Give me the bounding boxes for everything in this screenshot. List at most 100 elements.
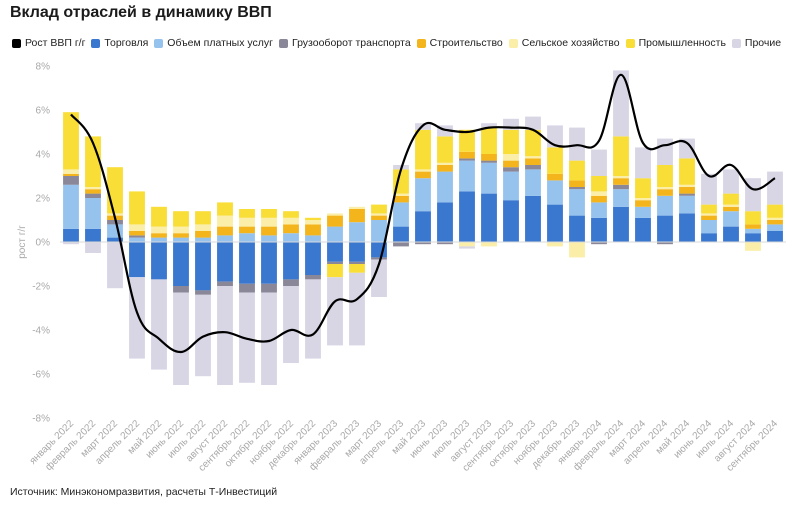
bar-segment — [195, 211, 211, 225]
bar-segment — [503, 129, 519, 154]
bar-segment — [393, 242, 409, 247]
legend-swatch — [278, 38, 288, 48]
bar-segment — [723, 169, 739, 194]
bar-segment — [723, 193, 739, 205]
bar-segment — [657, 242, 673, 245]
bar-segment — [327, 215, 343, 227]
bar-segment — [547, 147, 563, 174]
gdp-growth-line — [70, 73, 776, 354]
bar-segment — [129, 237, 145, 242]
bar-segment — [393, 193, 409, 196]
bar-segment — [745, 233, 761, 242]
bar-segment — [635, 198, 651, 201]
bar-segment — [657, 165, 673, 187]
bar-segment — [679, 213, 695, 242]
bar-segment — [195, 237, 211, 242]
bar-segment — [503, 154, 519, 161]
bar-segment — [283, 233, 299, 242]
bar-segment — [481, 123, 497, 128]
bar-segment — [569, 160, 585, 181]
bar-segment — [349, 261, 365, 264]
legend-label: Сельское хозяйство — [521, 37, 620, 49]
bar-segment — [679, 158, 695, 185]
bar-segment — [679, 193, 695, 196]
bar-segment — [767, 220, 783, 225]
bar-segment — [657, 189, 673, 196]
bar-segment — [591, 217, 607, 242]
bar-segment — [305, 242, 321, 275]
bar-segment — [305, 224, 321, 236]
bar-segment — [745, 228, 761, 234]
bar-segment — [217, 235, 233, 242]
bar-segment — [437, 171, 453, 203]
bar-segment — [173, 226, 189, 234]
bar-segment — [459, 160, 475, 192]
bar-segment — [437, 202, 453, 242]
bar-segment — [437, 136, 453, 163]
bar-segment — [151, 279, 167, 370]
bar-segment — [217, 281, 233, 286]
bar-segment — [635, 206, 651, 218]
bar-segment — [283, 242, 299, 280]
legend-item: Грузооборот транспорта — [278, 37, 411, 49]
y-tick-label: 2% — [36, 194, 51, 205]
bar-segment — [767, 231, 783, 242]
bar-segment — [85, 187, 101, 190]
bar-segment — [745, 224, 761, 229]
bar-segment — [701, 233, 717, 242]
bar-segment — [613, 184, 629, 190]
bar-segment — [305, 279, 321, 359]
bar-segment — [701, 204, 717, 214]
bar-segment — [173, 233, 189, 238]
bar-segment — [129, 235, 145, 238]
legend-label: Торговля — [104, 37, 149, 49]
legend-swatch — [625, 38, 635, 48]
chart-title: Вклад отраслей в динамику ВВП — [10, 4, 272, 21]
bar-segment — [415, 171, 431, 179]
legend-item: Сельское хозяйство — [508, 37, 620, 49]
bar-segment — [481, 242, 497, 247]
bar-segment — [349, 272, 365, 346]
bar-segment — [393, 226, 409, 242]
legend-item: Строительство — [416, 37, 503, 49]
bar-segment — [239, 233, 255, 242]
bar-segment — [85, 189, 101, 194]
bar-segment — [195, 231, 211, 238]
bar-segment — [547, 204, 563, 242]
bar-segment — [679, 138, 695, 159]
bar-segment — [613, 136, 629, 176]
y-tick-label: -4% — [32, 326, 50, 337]
bar-segment — [195, 224, 211, 231]
bar-segment — [371, 213, 387, 216]
bar-segment — [129, 242, 145, 278]
legend-swatch — [731, 38, 741, 48]
y-tick-label: -2% — [32, 282, 50, 293]
chart-legend: Рост ВВП г/г Торговля Объем платных услуг Г… — [12, 36, 787, 50]
bar-segment — [261, 235, 277, 242]
bar-segment — [437, 162, 453, 165]
bar-segment — [635, 147, 651, 179]
bar-segment — [393, 202, 409, 227]
bar-segment — [195, 290, 211, 295]
bar-segment — [63, 176, 79, 185]
bar-segment — [63, 228, 79, 242]
bar-segment — [85, 193, 101, 198]
y-tick-label: 6% — [36, 106, 51, 117]
bar-segment — [503, 167, 519, 172]
legend-label: Рост ВВП г/г — [25, 37, 86, 49]
bar-segment — [239, 283, 255, 293]
source-note: Источник: Минэкономразвития, расчеты Т-И… — [10, 486, 278, 498]
bar-segment — [613, 70, 629, 137]
bar-segment — [569, 180, 585, 187]
bar-segment — [503, 118, 519, 130]
bar-segment — [327, 261, 343, 264]
bar-segment — [85, 136, 101, 187]
bar-segment — [63, 184, 79, 229]
bar-segment — [217, 242, 233, 282]
bar-segment — [217, 226, 233, 236]
bar-segment — [569, 189, 585, 216]
legend-item: Торговля — [91, 37, 148, 49]
bar-segment — [459, 246, 475, 249]
